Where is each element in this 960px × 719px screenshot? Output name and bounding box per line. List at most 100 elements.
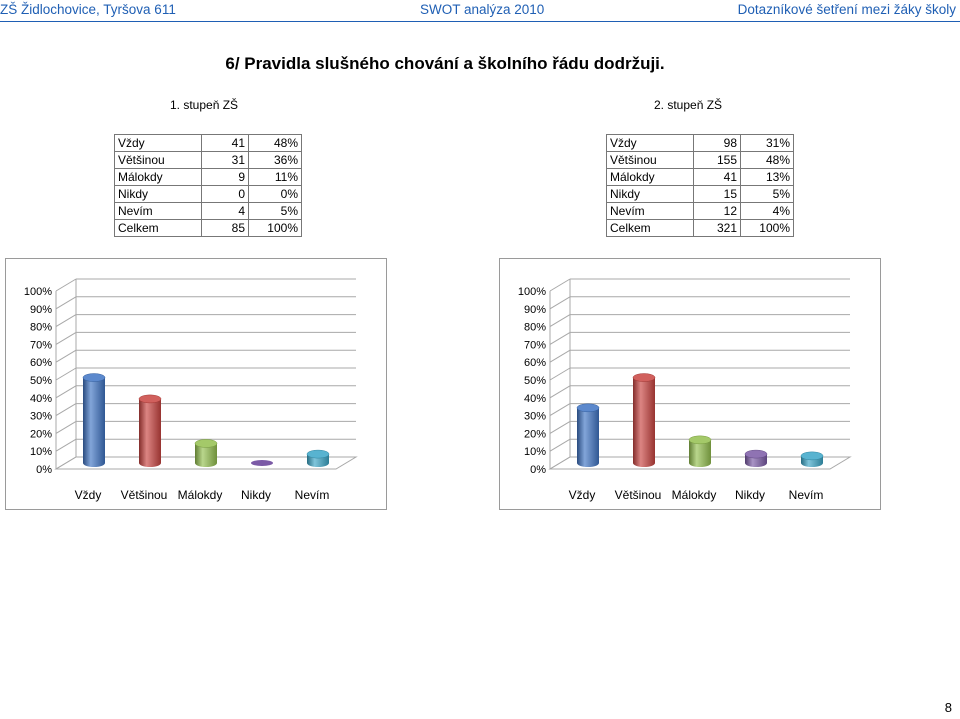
- y-tick-label: 10%: [30, 446, 52, 458]
- table-row: Málokdy 9 11%: [114, 168, 302, 186]
- chart-floor: [54, 456, 358, 470]
- x-tick-label: Většinou: [615, 488, 662, 502]
- page-number: 8: [944, 700, 952, 715]
- row-percent: 4%: [740, 202, 794, 220]
- question-title: 6/ Pravidla slušného chování a školního …: [225, 54, 665, 73]
- table-row: Nikdy 0 0%: [114, 185, 302, 203]
- row-count: 98: [693, 134, 741, 152]
- row-percent: 100%: [740, 219, 794, 237]
- gridline-diagonal: [549, 331, 571, 345]
- row-label: Celkem: [114, 219, 202, 237]
- x-tick-label: Nevím: [789, 488, 824, 502]
- row-percent: 0%: [248, 185, 302, 203]
- y-tick-label: 80%: [524, 322, 546, 334]
- row-label: Málokdy: [606, 168, 694, 186]
- table-row: Málokdy 41 13%: [606, 168, 794, 186]
- row-count: 41: [201, 134, 249, 152]
- x-tick-label: Vždy: [75, 488, 102, 502]
- row-count: 12: [693, 202, 741, 220]
- table-row: Nikdy 15 5%: [606, 185, 794, 203]
- gridline-diagonal: [55, 438, 77, 452]
- row-label: Celkem: [606, 219, 694, 237]
- row-label: Většinou: [114, 151, 202, 169]
- row-label: Vždy: [606, 134, 694, 152]
- row-label: Vždy: [114, 134, 202, 152]
- bar-většinou: [138, 394, 162, 467]
- gridline-diagonal: [55, 349, 77, 363]
- gridline-diagonal: [549, 314, 571, 328]
- row-count: 15: [693, 185, 741, 203]
- header-school: ZŠ Židlochovice, Tyršova 611: [0, 2, 176, 17]
- row-count: 41: [693, 168, 741, 186]
- bar-vždy: [576, 403, 600, 467]
- y-tick-label: 20%: [524, 428, 546, 440]
- x-tick-label: Málokdy: [672, 488, 717, 502]
- bar-málokdy: [688, 435, 712, 467]
- x-tick-label: Většinou: [121, 488, 168, 502]
- table-row: Nevím 12 4%: [606, 202, 794, 220]
- row-count: 85: [201, 219, 249, 237]
- row-label: Nevím: [606, 202, 694, 220]
- row-count: 4: [201, 202, 249, 220]
- table-row: Většinou 31 36%: [114, 151, 302, 169]
- gridline-diagonal: [55, 385, 77, 399]
- y-tick-label: 50%: [524, 375, 546, 387]
- chart-group-2: 0% 10% 20% 30% 40% 50% 60% 70% 80% 90% 100% Vždy Vět…: [499, 258, 881, 510]
- gridline-diagonal: [549, 278, 571, 292]
- x-tick-label: Nikdy: [735, 488, 765, 502]
- row-count: 321: [693, 219, 741, 237]
- row-percent: 48%: [248, 134, 302, 152]
- y-tick-label: 30%: [524, 411, 546, 423]
- table-row: Nevím 4 5%: [114, 202, 302, 220]
- y-tick-label: 100%: [24, 286, 52, 298]
- bar-nevím: [800, 451, 824, 467]
- y-tick-label: 80%: [30, 322, 52, 334]
- row-count: 31: [201, 151, 249, 169]
- group-label-1: 1. stupeň ZŠ: [170, 98, 239, 112]
- y-tick-label: 70%: [30, 339, 52, 351]
- gridline-diagonal: [549, 367, 571, 381]
- y-tick-label: 60%: [30, 357, 52, 369]
- row-percent: 48%: [740, 151, 794, 169]
- gridline-diagonal: [549, 438, 571, 452]
- gridline-diagonal: [55, 278, 77, 292]
- gridline-diagonal: [549, 349, 571, 363]
- y-tick-label: 10%: [524, 446, 546, 458]
- gridline-diagonal: [55, 296, 77, 310]
- table-group-1: Vždy 41 48% Většinou 31 36% Málokdy 9 11% Nikdy 0 0…: [114, 134, 302, 237]
- chart-floor: [548, 456, 852, 470]
- row-count: 0: [201, 185, 249, 203]
- gridline-diagonal: [55, 420, 77, 434]
- table-row: Většinou 155 48%: [606, 151, 794, 169]
- chart-group-1: 0% 10% 20% 30% 40% 50% 60% 70% 80% 90% 100% Vždy Vět…: [5, 258, 387, 510]
- y-tick-label: 70%: [524, 339, 546, 351]
- gridline-diagonal: [55, 314, 77, 328]
- bar-vždy: [82, 373, 106, 467]
- header-survey: Dotazníkové šetření mezi žáky školy: [737, 2, 956, 17]
- row-percent: 13%: [740, 168, 794, 186]
- bar-nikdy: [744, 449, 768, 467]
- x-tick-label: Nevím: [295, 488, 330, 502]
- row-label: Nevím: [114, 202, 202, 220]
- row-percent: 11%: [248, 168, 302, 186]
- bar-většinou: [632, 373, 656, 467]
- row-label: Nikdy: [114, 185, 202, 203]
- chart-svg-2: 0% 10% 20% 30% 40% 50% 60% 70% 80% 90% 100% Vždy Vět…: [518, 278, 852, 502]
- bar-nikdy: [251, 460, 273, 466]
- y-tick-label: 50%: [30, 375, 52, 387]
- y-tick-label: 0%: [530, 464, 546, 476]
- row-percent: 5%: [740, 185, 794, 203]
- row-label: Většinou: [606, 151, 694, 169]
- bar-málokdy: [194, 439, 218, 467]
- y-tick-label: 60%: [524, 357, 546, 369]
- group-label-2: 2. stupeň ZŠ: [654, 98, 723, 112]
- y-tick-label: 90%: [30, 304, 52, 316]
- gridline-diagonal: [55, 331, 77, 345]
- y-tick-label: 40%: [30, 393, 52, 405]
- table-row: Celkem 321 100%: [606, 219, 794, 237]
- gridline-diagonal: [55, 367, 77, 381]
- x-tick-label: Málokdy: [178, 488, 223, 502]
- gridline-diagonal: [549, 385, 571, 399]
- x-tick-label: Vždy: [569, 488, 596, 502]
- row-percent: 36%: [248, 151, 302, 169]
